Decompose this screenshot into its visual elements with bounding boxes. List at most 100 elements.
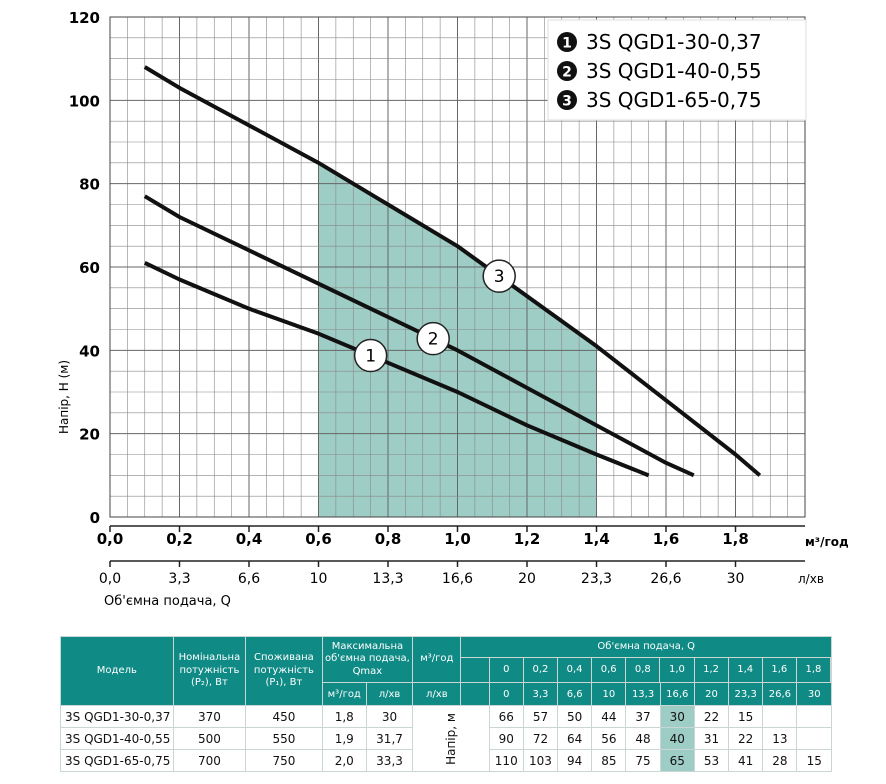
- cell-p1: 450: [245, 705, 323, 728]
- cell-head: 48: [625, 727, 661, 750]
- table-row: 3S QGD1-30-0,37 370 450 1,8 30 Напір, м 66 57 50…: [60, 705, 832, 772]
- cell-head: 90: [488, 727, 524, 750]
- curve-marker-label-2: 2: [428, 330, 439, 350]
- table-header-row: м³/год л/хв л/хв 0 3,3 6,6 10 13,3 16,6 20 23,3 26,…: [61, 682, 832, 706]
- x-tick-label-m3h: 0,4: [236, 530, 263, 548]
- x-tick-label-lmin: 16,6: [442, 571, 473, 587]
- cell-model: 3S QGD1-40-0,55: [60, 727, 174, 750]
- x-unit-m3h: м³/год: [805, 535, 849, 549]
- header-flow-m3h: 0,2: [524, 658, 559, 682]
- legend-marker-3: [557, 90, 577, 110]
- x-unit-lmin: л/хв: [798, 572, 824, 586]
- x-tick-label-m3h: 1,2: [514, 530, 541, 548]
- x-tick-label-lmin: 26,6: [650, 571, 681, 587]
- cell-p1: 750: [245, 749, 323, 772]
- head-label-cell: Напір, м: [412, 705, 490, 772]
- cell-qmax-lmin: 31,7: [365, 727, 414, 750]
- curve-marker-3: [482, 259, 516, 293]
- head-label: Напір, м: [443, 712, 458, 765]
- header-unit-m3h: м³/год: [412, 636, 462, 683]
- cell-head: 65: [659, 749, 695, 772]
- y-tick-label: 100: [69, 92, 100, 110]
- header-flow-title: Об'ємна подача, Q: [461, 638, 831, 658]
- curve-marker-1: [353, 338, 388, 373]
- cell-p2: 500: [172, 727, 247, 750]
- cell-head: 50: [557, 705, 593, 728]
- header-flow-lmin: 3,3: [522, 682, 559, 706]
- x-tick-label-lmin: 30: [727, 571, 745, 587]
- x-tick-label-m3h: 1,6: [653, 530, 680, 548]
- cell-head: 40: [659, 727, 695, 750]
- cell-qmax-m3h: 2,0: [321, 749, 367, 772]
- legend-marker-2: [557, 61, 577, 81]
- x-tick-label-m3h: 1,0: [444, 530, 471, 548]
- header-spacer: [460, 682, 490, 706]
- header-flow-lmin: 26,6: [762, 682, 798, 706]
- header-flow-m3h: 0,6: [592, 658, 627, 682]
- x-tick-label-lmin: 20: [518, 571, 536, 587]
- cell-head: 22: [728, 727, 764, 750]
- x-tick-label-lmin: 23,3: [581, 571, 612, 587]
- cell-head: 110: [488, 749, 524, 772]
- legend-label-2: 3S QGD1-40-0,55: [586, 59, 762, 83]
- curve-3: [143, 65, 762, 477]
- x-tick-label-m3h: 0,2: [166, 530, 193, 548]
- header-p2: Номінальна потужність (P₂), Вт: [172, 636, 247, 706]
- cell-head: 44: [591, 705, 627, 728]
- y-tick-label: 40: [79, 342, 100, 360]
- header-flow-lmin: 13,3: [625, 682, 661, 706]
- cell-head: 22: [693, 705, 730, 728]
- curve-marker-label-1: 1: [365, 347, 376, 367]
- cell-head: 75: [625, 749, 661, 772]
- header-model: Модель: [60, 636, 174, 706]
- cell-head: [796, 705, 832, 728]
- header-flow-m3h: 0,4: [558, 658, 593, 682]
- table-header-row: Модель Номінальна потужність (P₂), Вт Спож…: [60, 636, 832, 706]
- performance-table: Модель Номінальна потужність (P₂), Вт Спож…: [60, 636, 832, 772]
- legend-marker-1: [557, 32, 577, 52]
- header-flow-m3h: 1,6: [763, 658, 797, 682]
- header-flow-m3h: 1,4: [729, 658, 763, 682]
- x-tick-label-lmin: 13,3: [372, 571, 403, 587]
- x-tick-label-m3h: 1,8: [722, 530, 749, 548]
- header-flow-lmin: 16,6: [659, 682, 695, 706]
- cell-head: 31: [693, 727, 730, 750]
- y-tick-label: 120: [69, 9, 100, 27]
- cell-head: 85: [591, 749, 627, 772]
- cell-head: 64: [557, 727, 593, 750]
- cell-head: 15: [796, 749, 832, 772]
- legend-marker-number: 3: [562, 94, 572, 110]
- cell-head: 57: [522, 705, 559, 728]
- header-flow-lmin: 6,6: [557, 682, 593, 706]
- cell-head: 41: [728, 749, 764, 772]
- curve-marker-2: [416, 321, 450, 356]
- cell-head: 72: [522, 727, 559, 750]
- cell-p2: 370: [172, 705, 247, 728]
- cell-head: 66: [488, 705, 524, 728]
- x-tick-label-lmin: 0,0: [99, 571, 121, 587]
- header-flow-m3h: 1,0: [660, 658, 695, 682]
- header-p1: Споживана потужність (P₁), Вт: [245, 636, 323, 706]
- cell-head: 53: [693, 749, 730, 772]
- x-tick-label-m3h: 0,6: [305, 530, 332, 548]
- header-flow-lmin: 0: [488, 682, 524, 706]
- x-tick-label-lmin: 6,6: [238, 571, 260, 587]
- header-flow: Об'ємна подача, Q 0 0,2 0,4 0,6 0,8 1,0 1,2 1,4 1…: [460, 636, 832, 683]
- header-spacer: [462, 658, 490, 682]
- y-tick-label: 80: [79, 176, 100, 194]
- cell-head: 30: [659, 705, 695, 728]
- table-row: 3S QGD1-65-0,75 700 750 2,0 33,3 110 103 94 85 75…: [60, 749, 832, 772]
- legend-label-3: 3S QGD1-65-0,75: [586, 88, 762, 112]
- header-flow-lmin: 20: [693, 682, 730, 706]
- cell-head: 37: [625, 705, 661, 728]
- cell-head: 56: [591, 727, 627, 750]
- cell-qmax-m3h: 1,9: [321, 727, 367, 750]
- x-tick-label-m3h: 0,0: [97, 530, 124, 548]
- x-axis-title: Об'ємна подача, Q: [104, 594, 231, 609]
- curve-marker-label-3: 3: [494, 267, 505, 287]
- y-tick-label: 60: [79, 259, 100, 277]
- header-flow-lmin: 23,3: [728, 682, 764, 706]
- cell-head: [796, 727, 832, 750]
- cell-head: 28: [762, 749, 798, 772]
